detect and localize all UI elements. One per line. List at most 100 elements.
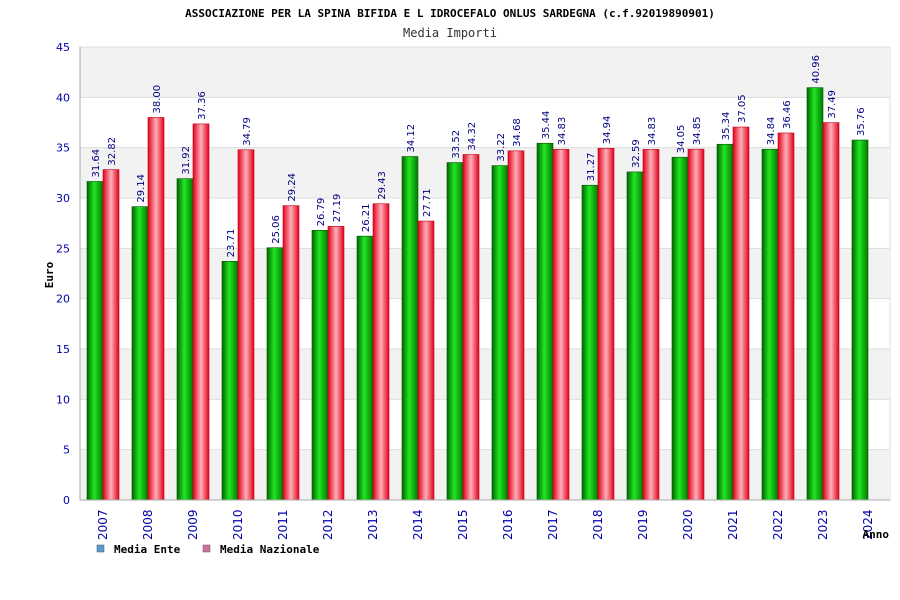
legend-swatch-media-nazionale: [202, 544, 211, 553]
x-tick-label-2011: 2011: [276, 509, 290, 540]
value-label-media-ente-2023: 40.96: [811, 55, 822, 84]
bar-media-nazionale-2012: [327, 225, 345, 501]
y-axis-label: Euro: [43, 261, 56, 288]
value-label-media-ente-2007: 31.64: [91, 149, 102, 178]
bar-media-nazionale-2013: [372, 203, 390, 501]
y-tick-label: 30: [56, 192, 70, 205]
value-label-media-nazionale-2011: 29.24: [287, 173, 298, 202]
bar-media-ente-2023: [806, 87, 824, 501]
y-tick-label: 20: [56, 293, 70, 306]
value-label-media-nazionale-2016: 34.68: [512, 118, 523, 147]
x-tick-label-2020: 2020: [681, 509, 695, 540]
value-label-media-nazionale-2017: 34.83: [557, 117, 568, 146]
y-tick-label: 5: [63, 444, 70, 457]
y-tick-label: 40: [56, 91, 70, 104]
legend-label-media-ente: Media Ente: [114, 543, 181, 556]
bar-media-ente-2013: [356, 235, 374, 501]
bar-media-ente-2022: [761, 148, 779, 501]
x-tick-label-2021: 2021: [726, 509, 740, 540]
value-label-media-nazionale-2015: 34.32: [467, 122, 478, 151]
bar-media-ente-2011: [266, 247, 284, 501]
bar-media-ente-2009: [176, 178, 194, 501]
x-tick-label-2009: 2009: [186, 509, 200, 540]
grid-band: [80, 349, 890, 400]
x-tick-label-2022: 2022: [771, 509, 785, 540]
value-label-media-ente-2019: 32.59: [631, 139, 642, 168]
value-label-media-ente-2017: 35.44: [541, 111, 552, 140]
x-tick-label-2010: 2010: [231, 509, 245, 540]
x-tick-label-2012: 2012: [321, 509, 335, 540]
value-label-media-ente-2014: 34.12: [406, 124, 417, 153]
bar-media-nazionale-2023: [822, 122, 840, 501]
legend-label-media-nazionale: Media Nazionale: [220, 543, 320, 556]
value-label-media-ente-2016: 33.22: [496, 133, 507, 162]
value-label-media-nazionale-2010: 34.79: [242, 117, 253, 146]
value-labels: 31.64 29.14 31.92 23.71 25.06 26.79 26.21 34.12…: [91, 55, 867, 257]
bar-media-ente-2008: [131, 206, 149, 501]
y-tick-label: 45: [56, 41, 70, 54]
value-label-media-nazionale-2009: 37.36: [197, 91, 208, 120]
bar-media-ente-2010: [221, 261, 239, 501]
x-tick-label-2016: 2016: [501, 509, 515, 540]
x-tick-label-2013: 2013: [366, 509, 380, 540]
bar-media-ente-2014: [401, 156, 419, 501]
value-label-media-ente-2008: 29.14: [136, 174, 147, 203]
grid-band: [80, 147, 890, 198]
x-axis-label: Anno: [863, 528, 890, 541]
x-tick-label-2015: 2015: [456, 509, 470, 540]
y-tick-label: 10: [56, 393, 70, 406]
x-tick-label-2024: 2024: [861, 509, 875, 540]
y-tick-label: 25: [56, 242, 70, 255]
value-label-media-ente-2013: 26.21: [361, 204, 372, 233]
x-tick-label-2017: 2017: [546, 509, 560, 540]
value-label-media-ente-2015: 33.52: [451, 130, 462, 159]
chart-title: ASSOCIAZIONE PER LA SPINA BIFIDA E L IDR…: [185, 7, 715, 20]
value-label-media-ente-2022: 34.84: [766, 117, 777, 146]
bar-media-ente-2016: [491, 165, 509, 501]
value-label-media-nazionale-2023: 37.49: [827, 90, 838, 119]
value-label-media-nazionale-2018: 34.94: [602, 116, 613, 145]
x-tick-label-2019: 2019: [636, 509, 650, 540]
bar-media-ente-2021: [716, 143, 734, 501]
bar-media-ente-2012: [311, 230, 329, 501]
bar-media-nazionale-2008: [147, 117, 165, 501]
value-label-media-ente-2011: 25.06: [271, 215, 282, 244]
bar-media-nazionale-2014: [417, 220, 435, 501]
grid-band: [80, 248, 890, 299]
value-label-media-ente-2012: 26.79: [316, 198, 327, 227]
bar-media-nazionale-2010: [237, 149, 255, 501]
x-tick-label-2014: 2014: [411, 509, 425, 540]
value-label-media-nazionale-2021: 37.05: [737, 94, 748, 123]
plot-background: [79, 46, 891, 501]
value-label-media-ente-2021: 35.34: [721, 112, 732, 141]
y-tick-label: 35: [56, 142, 70, 155]
value-label-media-nazionale-2007: 32.82: [107, 137, 118, 166]
bar-media-nazionale-2016: [507, 150, 525, 501]
value-label-media-ente-2010: 23.71: [226, 229, 237, 258]
x-tick-label-2023: 2023: [816, 509, 830, 540]
bar-media-ente-2015: [446, 162, 464, 501]
bars: [86, 87, 869, 501]
bar-media-ente-2019: [626, 171, 644, 501]
value-label-media-nazionale-2008: 38.00: [152, 85, 163, 114]
bar-media-ente-2020: [671, 156, 689, 501]
bar-media-ente-2018: [581, 184, 599, 501]
value-label-media-nazionale-2012: 27.19: [332, 194, 343, 223]
y-axis: 0 5 10 15 20 25 30 35 40 45: [56, 41, 81, 507]
bar-media-nazionale-2018: [597, 147, 615, 501]
x-tick-label-2007: 2007: [96, 509, 110, 540]
value-label-media-ente-2018: 31.27: [586, 153, 597, 182]
value-label-media-ente-2024: 35.76: [856, 107, 867, 136]
value-label-media-ente-2009: 31.92: [181, 146, 192, 175]
value-label-media-nazionale-2019: 34.83: [647, 117, 658, 146]
value-label-media-nazionale-2013: 29.43: [377, 171, 388, 200]
bar-media-nazionale-2009: [192, 123, 210, 501]
value-label-media-nazionale-2020: 34.85: [692, 117, 703, 146]
x-axis: 2007 2008 2009 2010 2011 2012 2013 2014 2015 2016…: [80, 499, 890, 540]
x-tick-label-2018: 2018: [591, 509, 605, 540]
bar-media-nazionale-2020: [687, 148, 705, 501]
legend-swatch-media-ente: [96, 544, 105, 553]
bar-media-nazionale-2021: [732, 126, 750, 501]
bar-media-ente-2024: [851, 139, 869, 501]
